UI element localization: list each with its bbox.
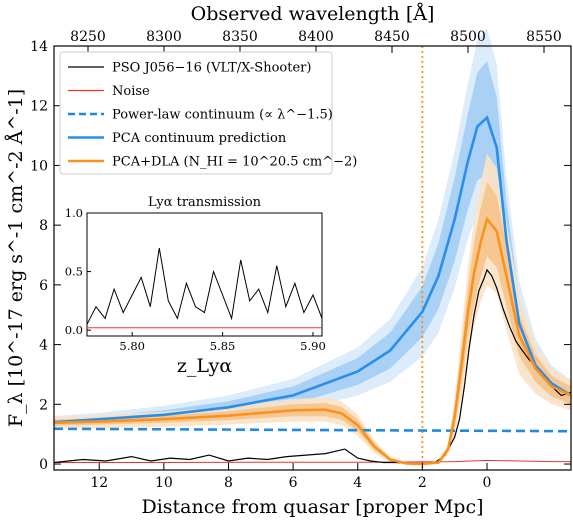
inset-y-tick-label: 1.0 (65, 206, 83, 220)
top-tick-label: 8250 (70, 29, 106, 45)
y-tick-label: 2 (39, 397, 48, 413)
top-tick-label: 8300 (146, 29, 182, 45)
top-tick-label: 8400 (298, 29, 334, 45)
inset-frame (86, 212, 323, 337)
inset-x-tick-label: 5.85 (210, 339, 236, 353)
y-axis-label: F_λ [10^-17 erg s^-1 cm^-2 Å^-1] (5, 89, 27, 427)
legend-label: Power-law continuum (∝ λ^−1.5) (112, 108, 333, 123)
legend-label: PCA+DLA (N_HI = 10^20.5 cm^−2) (112, 155, 357, 170)
inset-x-tick-label: 5.90 (300, 339, 326, 353)
x-tick-label: 12 (90, 475, 108, 491)
inset-title: Lyα transmission (148, 195, 262, 210)
top-tick-label: 8350 (222, 29, 258, 45)
top-tick-label: 8500 (450, 29, 486, 45)
x-tick-label: 8 (224, 475, 233, 491)
y-tick-label: 4 (39, 338, 48, 354)
y-tick-label: 12 (30, 99, 48, 115)
inset-transmission-line (86, 248, 323, 325)
powerlaw-line (53, 427, 572, 433)
legend-label: PSO J056−16 (VLT/X-Shooter) (112, 61, 311, 76)
y-tick-label: 10 (30, 158, 48, 174)
x-tick-label: 0 (483, 475, 492, 491)
top-tick-label: 8450 (374, 29, 410, 45)
top-axis-label: Observed wavelength [Å] (191, 3, 435, 25)
legend-label: PCA continuum prediction (112, 131, 287, 146)
pca-continuum-line (53, 115, 572, 424)
pca-dla-line (53, 216, 572, 466)
x-tick-label: 6 (289, 475, 298, 491)
bottom-axis-label: Distance from quasar [proper Mpc] (141, 496, 483, 518)
y-tick-label: 6 (39, 278, 48, 294)
y-tick-label: 14 (30, 39, 48, 55)
inset-y-tick-label: 0.0 (65, 323, 83, 337)
plot-frame (53, 45, 572, 471)
x-tick-label: 4 (353, 475, 362, 491)
x-tick-label: 10 (155, 475, 173, 491)
x-tick-label: 2 (418, 475, 427, 491)
noise-line (54, 459, 571, 463)
top-tick-label: 8550 (526, 29, 562, 45)
inset-x-tick-label: 5.80 (119, 339, 145, 353)
y-tick-label: 8 (39, 218, 48, 234)
pca-band-outer (54, 28, 571, 429)
inset-x-label: z_Lyα (177, 355, 233, 377)
legend-box (59, 51, 333, 175)
inset-y-tick-label: 0.5 (65, 265, 83, 279)
y-tick-label: 0 (39, 457, 48, 473)
legend-label: Noise (112, 84, 150, 99)
